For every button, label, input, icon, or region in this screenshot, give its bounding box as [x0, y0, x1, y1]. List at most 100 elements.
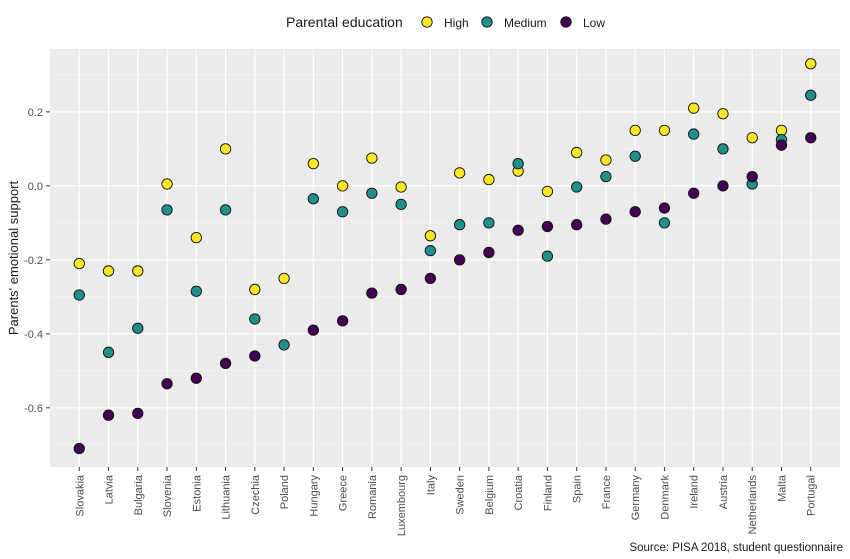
data-point-medium	[307, 193, 319, 205]
legend-key-medium	[481, 16, 493, 28]
data-point-high	[571, 146, 583, 159]
data-point-low	[571, 219, 583, 231]
data-point-medium	[73, 289, 85, 301]
data-point-medium	[219, 204, 232, 216]
data-point-high	[366, 152, 378, 164]
x-tick-label: Portugal	[806, 475, 818, 516]
legend: Parental education High Medium Low	[286, 14, 605, 30]
x-tick-label: Croatia	[513, 474, 525, 510]
x-tick-label: Bulgaria	[133, 474, 145, 515]
data-point-medium	[366, 187, 378, 199]
data-point-medium	[483, 217, 495, 229]
x-tick-label: Spain	[572, 475, 584, 503]
data-point-low	[453, 254, 466, 266]
data-point-high	[102, 265, 115, 277]
data-point-low	[190, 372, 202, 384]
data-point-medium	[249, 313, 261, 325]
data-point-low	[132, 407, 144, 420]
data-point-medium	[805, 89, 817, 101]
data-point-low	[688, 187, 700, 199]
x-tick-label: Austria	[718, 474, 730, 509]
data-point-high	[717, 108, 729, 120]
data-point-low	[366, 287, 378, 299]
x-tick-label: France	[601, 475, 613, 509]
x-tick-label: Slovakia	[74, 474, 86, 516]
data-point-medium	[161, 204, 173, 216]
data-point-high	[746, 132, 758, 144]
data-point-medium	[395, 198, 407, 211]
data-point-medium	[102, 346, 115, 358]
data-point-high	[600, 154, 612, 166]
data-point-low	[102, 409, 115, 421]
data-point-low	[219, 357, 232, 370]
data-point-high	[483, 173, 495, 186]
data-point-high	[688, 102, 700, 114]
data-point-high	[161, 178, 173, 190]
y-tick-label: 0.2	[28, 107, 43, 119]
data-point-medium	[600, 170, 612, 183]
legend-key-high	[421, 16, 433, 28]
data-point-low	[395, 283, 407, 296]
data-point-medium	[629, 150, 641, 162]
data-point-high	[278, 272, 290, 284]
data-point-medium	[658, 217, 671, 229]
x-tick-label: Romania	[367, 474, 379, 519]
x-tick-label: Luxembourg	[396, 475, 408, 536]
data-point-medium	[512, 158, 524, 170]
y-tick-label: -0.4	[24, 329, 43, 341]
source-caption: Source: PISA 2018, student questionnaire	[629, 542, 843, 554]
data-point-low	[775, 139, 788, 151]
data-point-low	[658, 202, 671, 214]
data-point-medium	[453, 219, 466, 231]
legend-title: Parental education	[286, 14, 403, 30]
data-point-high	[805, 58, 817, 70]
data-point-low	[249, 350, 261, 362]
data-point-low	[307, 324, 319, 336]
data-point-high	[73, 257, 85, 270]
data-point-high	[424, 230, 437, 242]
x-tick-label: Poland	[279, 475, 291, 509]
data-point-low	[629, 206, 641, 218]
y-tick-label: -0.6	[24, 403, 43, 415]
data-point-medium	[190, 285, 202, 297]
data-point-low	[483, 246, 495, 259]
data-point-low	[805, 132, 817, 144]
x-tick-label: Malta	[776, 474, 788, 502]
x-tick-label: Belgium	[484, 475, 496, 515]
data-point-high	[190, 232, 202, 244]
x-tick-label: Czechia	[250, 474, 262, 515]
legend-key-low	[560, 16, 572, 28]
data-point-high	[658, 124, 671, 137]
data-point-medium	[336, 206, 349, 218]
data-point-medium	[571, 181, 583, 193]
data-point-medium	[541, 250, 554, 262]
legend-label-low: Low	[583, 16, 605, 30]
data-point-low	[73, 442, 85, 455]
data-point-medium	[278, 339, 290, 351]
data-point-low	[746, 170, 758, 183]
legend-label-high: High	[444, 16, 469, 30]
data-point-high	[307, 158, 319, 170]
x-tick-label: Latvia	[104, 474, 116, 504]
x-tick-label: Slovenia	[162, 474, 174, 517]
legend-label-medium: Medium	[504, 16, 547, 30]
data-point-high	[629, 124, 641, 137]
data-point-low	[717, 180, 729, 192]
data-point-low	[600, 213, 612, 225]
data-point-medium	[717, 143, 729, 155]
plot-panel	[50, 49, 840, 467]
x-tick-label: Germany	[630, 475, 642, 521]
y-axis-title: Parents' emotional support	[6, 181, 21, 336]
data-point-high	[132, 265, 144, 277]
data-point-medium	[132, 322, 144, 334]
data-point-low	[541, 220, 554, 233]
x-tick-label: Ireland	[689, 475, 701, 509]
x-tick-label: Italy	[425, 475, 437, 496]
data-point-medium	[688, 128, 700, 140]
data-point-high	[219, 143, 232, 155]
y-tick-label: -0.2	[24, 255, 43, 267]
data-point-high	[249, 283, 261, 296]
data-point-medium	[424, 244, 437, 257]
data-point-high	[453, 167, 466, 179]
